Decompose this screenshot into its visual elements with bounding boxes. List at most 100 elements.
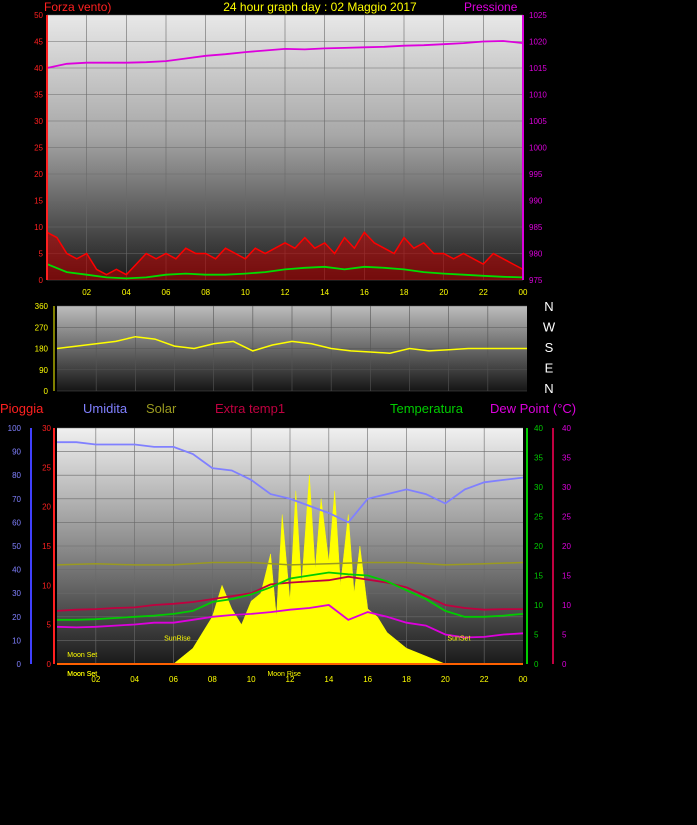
compass-label: E — [545, 361, 554, 376]
wind-tick-label: 40 — [34, 64, 43, 73]
panel2-grid — [57, 305, 527, 392]
wind-tick-label: 35 — [34, 91, 43, 100]
wind-tick-label: 30 — [34, 117, 43, 126]
rain-legend: Pioggia — [0, 401, 44, 416]
panel3-x-tick-label: 12 — [286, 675, 295, 684]
panel1-x-tick-label: 18 — [400, 288, 409, 297]
wind-direction-line — [56, 335, 527, 354]
panel2-marks — [56, 335, 527, 354]
dewpoint-tick-label: 25 — [562, 513, 571, 522]
panel3-x-tick-label: 22 — [480, 675, 489, 684]
panel1-x-tick-label: 06 — [162, 288, 171, 297]
panel1-marks — [46, 40, 524, 280]
panel1-x-tick-label: 12 — [281, 288, 290, 297]
pressure-tick-label: 980 — [529, 250, 543, 259]
humidity-tick-label: 40 — [12, 566, 21, 575]
panel1-x-tick-label: 08 — [201, 288, 210, 297]
wind-tick-label: 10 — [34, 223, 43, 232]
humidity-tick-label: 10 — [12, 636, 21, 645]
panel1-ticks: 0510152025303540455097598098599099510001… — [34, 11, 547, 297]
wind-tick-label: 5 — [39, 250, 44, 259]
humidity-tick-label: 60 — [12, 518, 21, 527]
temperature-tick-label: 25 — [534, 513, 543, 522]
wind-pressure-panel: 0510152025303540455097598098599099510001… — [34, 0, 547, 297]
compass-label: S — [545, 340, 554, 355]
dewpoint-tick-label: 15 — [562, 572, 571, 581]
pressure-tick-label: 985 — [529, 223, 543, 232]
humidity-tick-label: 50 — [12, 542, 21, 551]
wind-series-line — [46, 231, 524, 276]
annotation-label: SunSet — [447, 635, 470, 642]
pressure-tick-label: 1025 — [529, 11, 547, 20]
temperature-tick-label: 35 — [534, 454, 543, 463]
rain-tick-label: 10 — [42, 581, 51, 590]
dewpoint-tick-label: 30 — [562, 483, 571, 492]
panel1-x-tick-label: 14 — [320, 288, 329, 297]
annotation-label: Moon Set — [67, 671, 97, 678]
annotation-label: SunRise — [164, 635, 191, 642]
panel1-x-tick-label: 00 — [519, 288, 528, 297]
panel1-x-tick-label: 20 — [439, 288, 448, 297]
humidity-tick-label: 70 — [12, 495, 21, 504]
wind-tick-label: 50 — [34, 11, 43, 20]
panel3-marks — [56, 441, 524, 665]
chart-title: 24 hour graph day : 02 Maggio 2017 — [223, 0, 417, 14]
dewpoint-legend: Dew Point (°C) — [490, 401, 576, 416]
pressure-tick-label: 1000 — [529, 144, 547, 153]
panel1-grid — [47, 14, 523, 281]
pressure-tick-label: 995 — [529, 170, 543, 179]
solar-legend: Solar — [146, 401, 177, 416]
panel3-x-tick-label: 14 — [324, 675, 333, 684]
dewpoint-tick-label: 40 — [562, 424, 571, 433]
pressure-axis-label: Pressione — [464, 0, 518, 14]
temperature-tick-label: 10 — [534, 601, 543, 610]
direction-tick-label: 270 — [35, 323, 49, 332]
humidity-legend: Umidita — [83, 401, 128, 416]
panel3-x-tick-label: 16 — [363, 675, 372, 684]
rain-tick-label: 0 — [47, 660, 52, 669]
panel3-x-tick-label: 18 — [402, 675, 411, 684]
humidity-tick-label: 80 — [12, 471, 21, 480]
dewpoint-tick-label: 10 — [562, 601, 571, 610]
pressure-tick-label: 990 — [529, 197, 543, 206]
panel3-x-tick-label: 10 — [247, 675, 256, 684]
temperature-tick-label: 20 — [534, 542, 543, 551]
pressure-tick-label: 1005 — [529, 117, 547, 126]
temperature-tick-label: 40 — [534, 424, 543, 433]
pressure-tick-label: 975 — [529, 276, 543, 285]
dewpoint-tick-label: 0 — [562, 660, 567, 669]
extra-temp-legend: Extra temp1 — [215, 401, 285, 416]
annotation-label: Moon Set — [67, 652, 97, 659]
panel3-ticks: 0102030405060708090100051015202530051015… — [8, 424, 572, 684]
wind-tick-label: 20 — [34, 170, 43, 179]
compass-label: W — [543, 320, 556, 335]
humidity-tick-label: 30 — [12, 589, 21, 598]
direction-tick-label: 180 — [35, 345, 49, 354]
compass-label: N — [544, 381, 553, 396]
temperature-tick-label: 30 — [534, 483, 543, 492]
humidity-tick-label: 100 — [8, 424, 22, 433]
rain-tick-label: 15 — [42, 542, 51, 551]
wind-average-line — [46, 263, 524, 280]
humidity-tick-label: 90 — [12, 448, 21, 457]
direction-tick-label: 360 — [35, 302, 49, 311]
wind-area — [47, 232, 523, 280]
panel3-x-tick-label: 02 — [91, 675, 100, 684]
panel1-x-tick-label: 02 — [82, 288, 91, 297]
humidity-tick-label: 20 — [12, 613, 21, 622]
wind-tick-label: 0 — [39, 276, 44, 285]
panel1-x-tick-label: 10 — [241, 288, 250, 297]
panel3-x-tick-label: 06 — [169, 675, 178, 684]
dewpoint-tick-label: 20 — [562, 542, 571, 551]
annotation-label: Moon Set — [67, 671, 97, 678]
dewpoint-line — [56, 604, 524, 639]
pressure-tick-label: 1015 — [529, 64, 547, 73]
wind-tick-label: 45 — [34, 38, 43, 47]
panel3-x-tick-label: 20 — [441, 675, 450, 684]
wind-axis-label: Forza vento) — [44, 0, 111, 14]
panel1-x-tick-label: 22 — [479, 288, 488, 297]
temperature-line — [57, 571, 524, 621]
